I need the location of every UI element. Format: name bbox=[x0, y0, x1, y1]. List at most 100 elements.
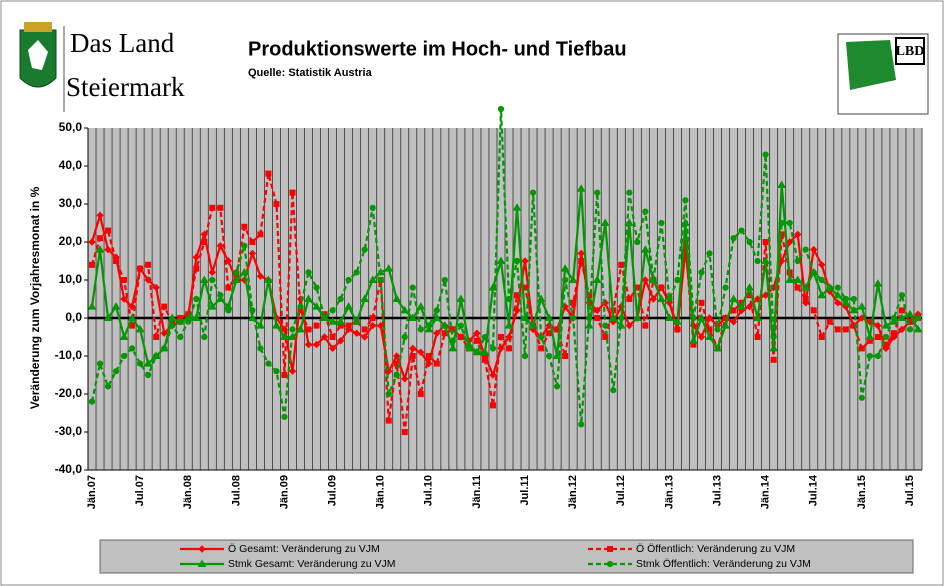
marker bbox=[152, 283, 160, 292]
marker bbox=[120, 295, 128, 303]
marker bbox=[674, 276, 681, 284]
marker bbox=[305, 269, 312, 276]
marker bbox=[793, 275, 803, 283]
marker bbox=[473, 349, 481, 356]
marker bbox=[841, 298, 851, 306]
x-tick-label: Jul.11 bbox=[519, 475, 531, 506]
marker bbox=[312, 302, 321, 310]
marker bbox=[272, 321, 281, 329]
marker bbox=[89, 261, 96, 268]
marker bbox=[690, 314, 697, 322]
marker bbox=[745, 283, 754, 291]
marker bbox=[794, 284, 801, 291]
marker bbox=[600, 218, 610, 226]
marker bbox=[408, 313, 418, 321]
marker bbox=[209, 276, 216, 284]
x-tick-label: Jul.14 bbox=[808, 474, 820, 506]
marker bbox=[890, 314, 898, 322]
marker bbox=[313, 322, 320, 329]
marker bbox=[786, 219, 793, 227]
marker bbox=[87, 302, 97, 310]
y-tick-label: 50,0 bbox=[59, 120, 83, 134]
marker bbox=[657, 294, 666, 302]
marker bbox=[161, 303, 168, 310]
marker bbox=[674, 326, 681, 333]
legend-marker bbox=[607, 546, 613, 552]
marker bbox=[594, 315, 601, 321]
marker bbox=[360, 294, 370, 302]
marker bbox=[344, 302, 353, 310]
legend-marker bbox=[606, 560, 614, 568]
marker bbox=[505, 333, 513, 341]
x-tick-label: Jän.10 bbox=[375, 475, 387, 509]
marker bbox=[658, 284, 665, 291]
marker bbox=[121, 277, 128, 283]
marker bbox=[440, 321, 450, 329]
marker bbox=[361, 246, 368, 253]
marker bbox=[296, 324, 305, 333]
marker bbox=[97, 235, 104, 242]
marker bbox=[778, 219, 785, 227]
marker bbox=[658, 219, 665, 227]
marker bbox=[143, 359, 153, 367]
marker bbox=[336, 317, 345, 325]
marker bbox=[207, 302, 217, 310]
marker bbox=[288, 367, 297, 375]
marker bbox=[217, 292, 224, 299]
marker bbox=[425, 353, 432, 359]
marker bbox=[111, 302, 121, 310]
marker bbox=[592, 275, 602, 283]
marker bbox=[802, 246, 809, 253]
x-tick-label: Jän.07 bbox=[86, 475, 98, 509]
marker bbox=[127, 313, 137, 321]
x-tick-label: Jul.08 bbox=[230, 475, 242, 506]
marker bbox=[770, 356, 777, 363]
marker bbox=[898, 325, 906, 334]
marker bbox=[249, 307, 256, 314]
marker bbox=[312, 340, 321, 349]
marker bbox=[858, 394, 865, 401]
marker bbox=[834, 284, 841, 291]
marker bbox=[673, 317, 682, 325]
marker bbox=[905, 309, 915, 318]
marker bbox=[914, 314, 922, 322]
marker bbox=[576, 184, 586, 192]
marker bbox=[505, 295, 513, 303]
series-line bbox=[90, 173, 919, 433]
marker bbox=[457, 334, 464, 340]
y-tick-label: 10,0 bbox=[59, 272, 83, 286]
marker bbox=[169, 322, 176, 329]
marker bbox=[753, 313, 762, 321]
marker bbox=[432, 313, 442, 321]
marker bbox=[898, 307, 905, 314]
marker bbox=[409, 284, 416, 291]
marker bbox=[289, 326, 296, 333]
marker bbox=[385, 390, 392, 398]
y-tick-label: -20,0 bbox=[55, 386, 83, 400]
marker bbox=[88, 398, 96, 405]
marker bbox=[393, 371, 400, 379]
marker bbox=[578, 258, 585, 264]
marker bbox=[265, 360, 272, 367]
marker bbox=[368, 321, 377, 330]
marker bbox=[161, 345, 168, 352]
marker bbox=[191, 313, 201, 321]
marker bbox=[417, 348, 425, 356]
marker bbox=[199, 275, 209, 283]
marker bbox=[409, 353, 416, 359]
marker bbox=[401, 429, 408, 435]
marker bbox=[489, 371, 497, 379]
marker bbox=[175, 317, 185, 325]
marker bbox=[697, 333, 706, 341]
marker bbox=[552, 351, 562, 359]
marker bbox=[393, 352, 401, 360]
marker bbox=[489, 402, 496, 409]
legend-marker bbox=[198, 545, 206, 553]
marker bbox=[352, 329, 361, 337]
marker bbox=[602, 322, 609, 329]
marker bbox=[153, 334, 160, 340]
marker bbox=[192, 253, 200, 261]
marker bbox=[521, 257, 529, 265]
marker bbox=[737, 302, 746, 310]
